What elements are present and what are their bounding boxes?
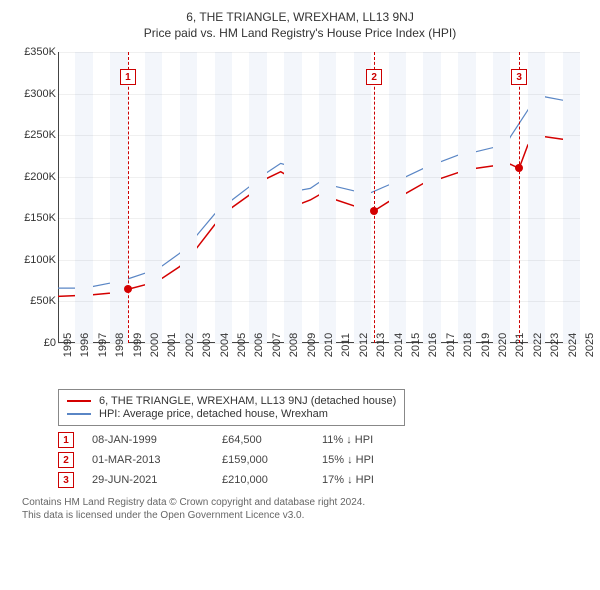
year-band (423, 52, 440, 343)
year-band (354, 52, 371, 343)
year-band (249, 52, 266, 343)
year-band (180, 52, 197, 343)
sale-date: 01-MAR-2013 (92, 454, 222, 466)
attribution-line: Contains HM Land Registry data © Crown c… (22, 496, 588, 509)
y-gridline (58, 177, 580, 178)
sale-hpi-diff: 15% ↓ HPI (322, 454, 422, 466)
year-band (215, 52, 232, 343)
y-gridline (58, 301, 580, 302)
y-axis-label: £0 (12, 337, 56, 349)
sale-marker-dot (515, 164, 523, 172)
sale-marker-line (374, 52, 375, 343)
year-band (493, 52, 510, 343)
y-gridline (58, 94, 580, 95)
y-gridline (58, 135, 580, 136)
chart-subtitle: Price paid vs. HM Land Registry's House … (12, 26, 588, 40)
x-axis-label: 2025 (580, 333, 600, 357)
sale-row: 3 29-JUN-2021£210,00017% ↓ HPI (58, 472, 588, 488)
sale-marker-dot (370, 207, 378, 215)
legend-label: HPI: Average price, detached house, Wrex… (99, 408, 328, 420)
legend-swatch (67, 413, 91, 415)
sale-row-marker: 1 (58, 432, 74, 448)
year-band (319, 52, 336, 343)
chart-title: 6, THE TRIANGLE, WREXHAM, LL13 9NJ (12, 10, 588, 24)
sale-marker-line (128, 52, 129, 343)
y-axis-label: £50K (12, 295, 56, 307)
sale-marker-dot (124, 285, 132, 293)
chart: £0£50K£100K£150K£200K£250K£300K£350K1995… (12, 48, 588, 383)
y-gridline (58, 260, 580, 261)
legend-item: HPI: Average price, detached house, Wrex… (67, 408, 396, 420)
year-band (458, 52, 475, 343)
y-axis-label: £150K (12, 212, 56, 224)
year-band (563, 52, 580, 343)
sale-date: 08-JAN-1999 (92, 434, 222, 446)
sale-row: 1 08-JAN-1999£64,50011% ↓ HPI (58, 432, 588, 448)
legend-item: 6, THE TRIANGLE, WREXHAM, LL13 9NJ (deta… (67, 395, 396, 407)
attribution: Contains HM Land Registry data © Crown c… (22, 496, 588, 522)
sale-marker-box: 3 (511, 69, 527, 85)
attribution-line: This data is licensed under the Open Gov… (22, 509, 588, 522)
y-axis-label: £350K (12, 46, 56, 58)
y-axis-label: £250K (12, 129, 56, 141)
y-axis-label: £200K (12, 171, 56, 183)
sale-hpi-diff: 17% ↓ HPI (322, 474, 422, 486)
y-axis-label: £100K (12, 254, 56, 266)
sale-marker-box: 1 (120, 69, 136, 85)
sales-table: 1 08-JAN-1999£64,50011% ↓ HPI 2 01-MAR-2013… (58, 432, 588, 488)
year-band (284, 52, 301, 343)
y-gridline (58, 52, 580, 53)
sale-row: 2 01-MAR-2013£159,00015% ↓ HPI (58, 452, 588, 468)
sale-price: £210,000 (222, 474, 322, 486)
sale-hpi-diff: 11% ↓ HPI (322, 434, 422, 446)
y-gridline (58, 218, 580, 219)
sale-date: 29-JUN-2021 (92, 474, 222, 486)
sale-row-marker: 2 (58, 452, 74, 468)
legend-swatch (67, 400, 91, 402)
sale-row-marker: 3 (58, 472, 74, 488)
sale-marker-line (519, 52, 520, 343)
sale-marker-box: 2 (366, 69, 382, 85)
sale-price: £64,500 (222, 434, 322, 446)
y-axis-label: £300K (12, 88, 56, 100)
sale-price: £159,000 (222, 454, 322, 466)
year-band (110, 52, 127, 343)
year-band (75, 52, 92, 343)
year-band (145, 52, 162, 343)
year-band (528, 52, 545, 343)
year-band (389, 52, 406, 343)
legend: 6, THE TRIANGLE, WREXHAM, LL13 9NJ (deta… (58, 389, 405, 426)
legend-label: 6, THE TRIANGLE, WREXHAM, LL13 9NJ (deta… (99, 395, 396, 407)
